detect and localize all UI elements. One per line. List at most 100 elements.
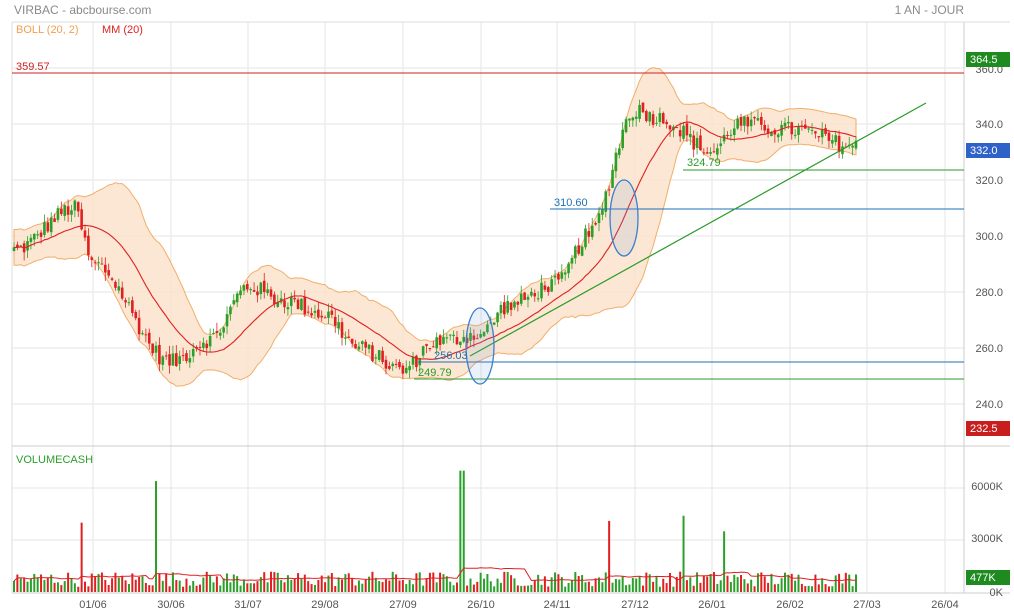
candle-body bbox=[120, 287, 124, 299]
volume-bar bbox=[442, 574, 445, 592]
candle-body bbox=[137, 317, 141, 335]
volume-bar bbox=[574, 572, 577, 592]
candle-body bbox=[496, 312, 499, 323]
candle-body bbox=[269, 289, 273, 297]
volume-bar bbox=[756, 573, 759, 592]
volume-bar bbox=[506, 571, 509, 592]
candle-body bbox=[249, 289, 253, 291]
volume-bar bbox=[148, 585, 151, 592]
volume-bar bbox=[144, 582, 147, 592]
price-axis: 240.0 260.0 280.0 300.0 320.0 340.0 360.… bbox=[975, 64, 1003, 411]
candle-body bbox=[127, 302, 131, 304]
candle-body bbox=[773, 129, 777, 135]
volume-bar bbox=[104, 579, 107, 592]
low-badge-text: 232.5 bbox=[970, 423, 998, 435]
candle-body bbox=[90, 257, 94, 260]
volume-bar bbox=[753, 586, 756, 592]
date-tick: 29/08 bbox=[311, 599, 339, 611]
candle-body bbox=[49, 217, 53, 233]
candle-body bbox=[766, 128, 770, 134]
candle-body bbox=[114, 281, 117, 288]
volume-bar bbox=[310, 584, 313, 592]
volume-bar bbox=[804, 586, 807, 592]
candle-body bbox=[408, 366, 411, 371]
date-tick: 01/06 bbox=[79, 599, 107, 611]
volume-bar bbox=[269, 571, 272, 592]
candle-body bbox=[668, 125, 672, 130]
volume-bar bbox=[581, 575, 584, 592]
candle-body bbox=[432, 346, 435, 348]
candle-body bbox=[797, 126, 800, 135]
candle-body bbox=[198, 346, 202, 348]
candle-body bbox=[283, 300, 286, 308]
candle-body bbox=[719, 143, 723, 147]
volume-bar bbox=[520, 585, 523, 592]
candle-body bbox=[259, 282, 263, 295]
volume-bar bbox=[455, 582, 458, 592]
volume-bar bbox=[290, 579, 293, 592]
date-tick: 24/11 bbox=[544, 599, 571, 611]
price-tick: 320.0 bbox=[975, 175, 1003, 187]
candle-body bbox=[546, 287, 550, 293]
volume-bar bbox=[631, 577, 634, 592]
candle-body bbox=[63, 205, 67, 216]
volume-bar bbox=[357, 580, 360, 592]
candle-body bbox=[465, 337, 469, 344]
price-tick: 280.0 bbox=[975, 287, 1003, 299]
candle-body bbox=[83, 230, 87, 238]
candle-body bbox=[611, 169, 614, 188]
volume-bar bbox=[249, 583, 252, 592]
volume-bar bbox=[628, 584, 631, 592]
volume-bar bbox=[344, 574, 347, 592]
candle-body bbox=[347, 336, 351, 338]
candle-body bbox=[239, 290, 242, 296]
candle-body bbox=[229, 306, 232, 315]
candle-body bbox=[540, 282, 543, 299]
volume-bar bbox=[435, 582, 438, 592]
volume-bar bbox=[155, 481, 158, 592]
volume-bar bbox=[679, 571, 682, 592]
candle-body bbox=[530, 291, 533, 296]
volume-bar bbox=[665, 583, 668, 592]
time-axis: 01/06 30/06 31/07 29/08 27/09 26/10 24/1… bbox=[79, 599, 959, 611]
volume-bar bbox=[215, 576, 218, 592]
candle-body bbox=[377, 350, 381, 360]
candle-body bbox=[678, 130, 682, 137]
volume-bar bbox=[303, 574, 306, 592]
volume-bar bbox=[111, 578, 114, 592]
candle-body bbox=[29, 237, 33, 242]
candle-body bbox=[560, 272, 564, 279]
candle-body bbox=[631, 117, 635, 121]
volume-bar bbox=[70, 578, 73, 592]
volume-bar bbox=[567, 582, 570, 592]
candle-body bbox=[675, 127, 679, 129]
volume-bar bbox=[226, 573, 229, 592]
volume-bar bbox=[141, 576, 144, 592]
candle-body bbox=[580, 246, 584, 256]
volume-bar bbox=[493, 586, 496, 592]
candle-body bbox=[841, 146, 844, 155]
candle-body bbox=[739, 117, 743, 126]
candle-body bbox=[712, 151, 716, 153]
candle-body bbox=[141, 333, 144, 335]
volume-bar bbox=[669, 573, 672, 592]
volume-bar bbox=[381, 582, 384, 592]
chart-title: VIRBAC - abcbourse.com bbox=[14, 3, 151, 17]
candle-body bbox=[212, 333, 215, 335]
candle-body bbox=[16, 244, 19, 248]
candle-body bbox=[225, 314, 229, 327]
candle-body bbox=[567, 263, 570, 274]
candle-body bbox=[246, 284, 249, 290]
volume-bar bbox=[621, 576, 624, 592]
volume-ma-line bbox=[13, 567, 856, 582]
volume-bar bbox=[263, 572, 266, 592]
candle-body bbox=[131, 300, 134, 314]
candle-body bbox=[590, 225, 594, 238]
candle-body bbox=[482, 331, 486, 337]
volume-bar bbox=[449, 581, 452, 592]
volume-tick: 3000K bbox=[971, 533, 1003, 545]
volume-bar bbox=[273, 572, 276, 592]
candle-body bbox=[235, 293, 239, 303]
